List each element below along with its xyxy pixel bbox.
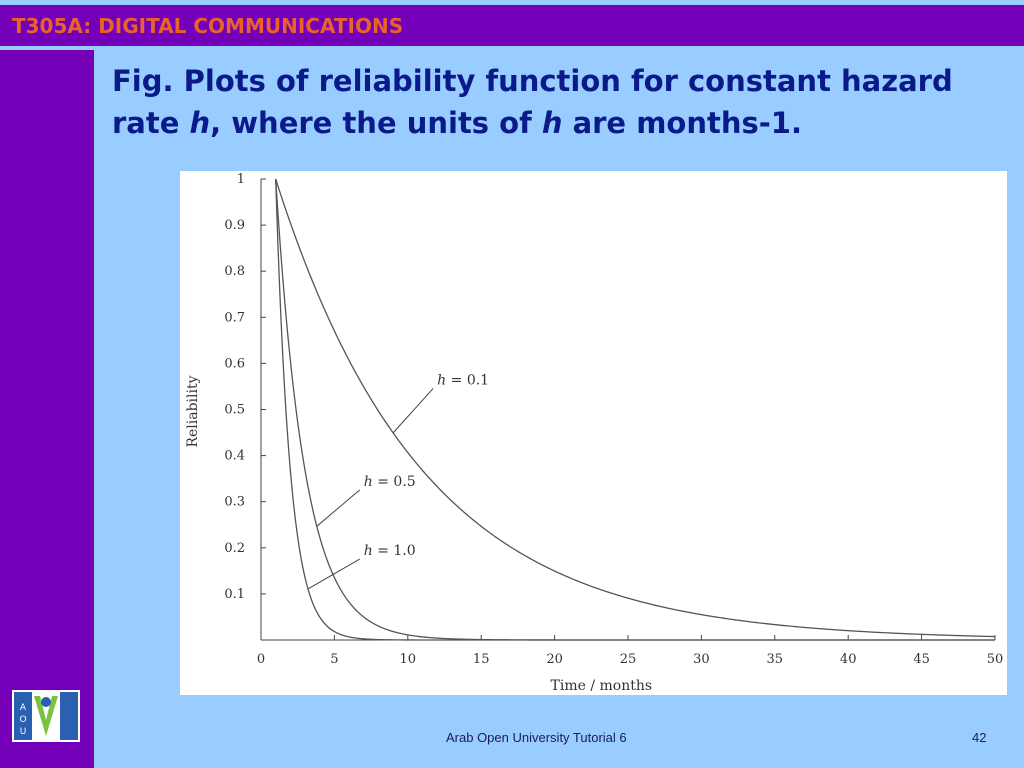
x-axis-label: Time / months: [551, 678, 653, 694]
y-tick-label: 1: [237, 172, 245, 187]
x-tick-label: 10: [400, 652, 417, 667]
label-leader: [316, 489, 361, 527]
curve-labels: h = 0.1 h = 0.5 h = 1.0: [307, 372, 489, 590]
header-title: T305A: DIGITAL COMMUNICATIONS: [12, 14, 404, 38]
x-tick-label: 0: [257, 652, 265, 667]
title-part3: are months-1.: [562, 106, 802, 140]
y-tick-label: 0.4: [224, 449, 245, 464]
header-bar: T305A: DIGITAL COMMUNICATIONS: [0, 5, 1024, 46]
y-tick-label: 0.7: [224, 310, 245, 325]
sidebar-divider: [0, 46, 94, 50]
x-tick-label: 30: [693, 652, 710, 667]
slide-title: Fig. Plots of reliability function for c…: [112, 60, 1002, 144]
x-tick-label: 15: [473, 652, 490, 667]
reliability-chart: 0 5 10 15 20 25 30 35 40 45 50 0.1 0.2 0.3 0.4 0.5 0.6 0.…: [185, 172, 1003, 694]
svg-text:A: A: [20, 703, 27, 713]
y-tick-label: 0.8: [224, 264, 245, 279]
label-leader: [392, 388, 434, 434]
aou-logo-icon: A O U: [12, 690, 80, 742]
y-tick-label: 0.5: [224, 403, 245, 418]
title-h2: h: [541, 106, 563, 140]
svg-text:U: U: [20, 727, 27, 737]
series-label: h = 0.5: [364, 474, 416, 490]
title-part2: , where the units of: [210, 106, 542, 140]
series-line: [275, 178, 995, 641]
logo-graphic: A O U: [12, 690, 80, 742]
x-tick-label: 20: [546, 652, 563, 667]
x-tick-label: 35: [767, 652, 784, 667]
label-leader: [307, 558, 361, 590]
x-tick-label: 5: [330, 652, 338, 667]
y-tick-label: 0.6: [224, 356, 245, 371]
page-number: 42: [972, 730, 987, 745]
x-tick-label: 50: [987, 652, 1004, 667]
series-label: h = 0.1: [437, 372, 489, 388]
y-tick-label: 0.3: [224, 495, 245, 510]
top-band: [0, 0, 1024, 5]
series-line: [275, 178, 996, 638]
svg-text:O: O: [19, 715, 26, 725]
y-tick-label: 0.1: [224, 587, 245, 602]
x-tick-label: 45: [913, 652, 930, 667]
series-label: h = 1.0: [364, 543, 416, 559]
plot-panel: 0 5 10 15 20 25 30 35 40 45 50 0.1 0.2 0.3 0.4 0.5 0.6 0.…: [180, 171, 1007, 695]
x-tick-label: 25: [620, 652, 637, 667]
title-h1: h: [189, 106, 211, 140]
y-tick-label: 0.2: [224, 541, 245, 556]
sidebar: [0, 46, 94, 768]
title-part1: Fig. Plots of reliability function for c…: [112, 64, 953, 140]
x-tick-label: 40: [840, 652, 857, 667]
series-line: [275, 178, 995, 641]
y-axis-label: Reliability: [185, 375, 201, 447]
y-tick-label: 0.9: [224, 218, 245, 233]
curves: [275, 178, 996, 641]
footer-text: Arab Open University Tutorial 6: [446, 730, 627, 745]
axes: 0 5 10 15 20 25 30 35 40 45 50 0.1 0.2 0.3 0.4 0.5 0.6 0.…: [224, 172, 1003, 667]
